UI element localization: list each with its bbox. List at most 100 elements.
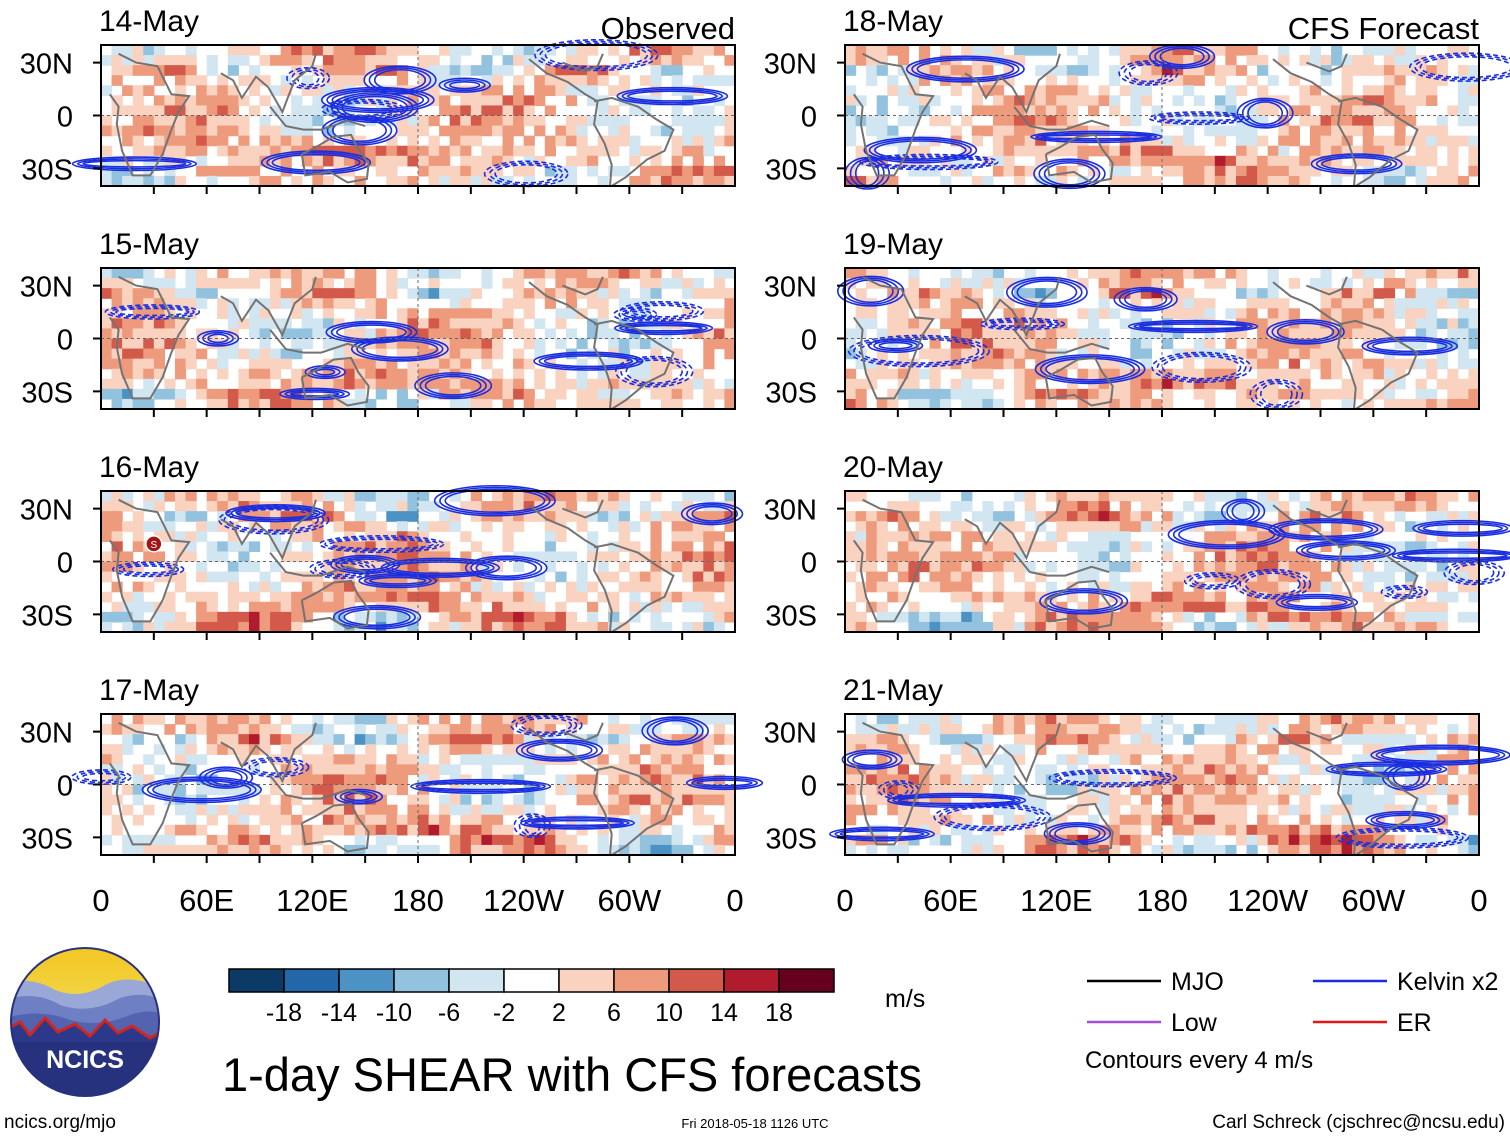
shear-cell	[1162, 328, 1174, 340]
shear-cell	[1457, 541, 1470, 553]
shear-cell	[1278, 338, 1290, 350]
shear-cell	[1405, 338, 1417, 350]
shear-cell	[1331, 45, 1343, 56]
shear-cell	[961, 611, 973, 623]
shear-cell	[597, 278, 609, 289]
kelvin-contour	[1453, 563, 1495, 582]
shear-cell	[502, 754, 514, 765]
shear-cell	[1014, 561, 1026, 573]
shear-cell	[982, 278, 994, 289]
shear-cell	[855, 511, 867, 522]
shear-cell	[132, 764, 144, 776]
shear-cell	[618, 561, 630, 573]
shear-cell	[196, 511, 208, 522]
shear-cell	[502, 824, 514, 836]
y-tick-label: 0	[57, 102, 73, 134]
shear-cell	[1426, 601, 1438, 613]
shear-cell	[1214, 368, 1226, 380]
shear-cell	[333, 581, 345, 593]
shear-cell	[365, 774, 377, 786]
shear-cell	[428, 824, 440, 836]
shear-cell	[724, 561, 736, 573]
shear-cell	[502, 744, 514, 755]
shear-cell	[1193, 724, 1205, 735]
shear-cell	[481, 581, 493, 593]
shear-cell	[1352, 125, 1364, 137]
shear-cell	[544, 388, 556, 400]
shear-cell	[312, 328, 324, 340]
shear-cell	[1088, 581, 1100, 593]
shear-cell	[1119, 581, 1131, 593]
shear-cell	[1299, 368, 1311, 380]
shear-cell	[460, 165, 472, 177]
shear-cell	[122, 724, 134, 735]
shear-cell	[270, 288, 282, 299]
shear-cell	[143, 268, 155, 279]
shear-cell	[396, 75, 409, 86]
shear-cell	[565, 844, 578, 856]
shear-cell	[1426, 611, 1438, 623]
shear-cell	[322, 764, 335, 776]
shear-cell	[153, 75, 165, 86]
shear-cell	[671, 145, 683, 157]
shear-cell	[132, 844, 144, 856]
shear-cell	[1320, 491, 1332, 502]
shear-cell	[344, 55, 356, 66]
shear-cell	[1415, 308, 1427, 319]
shear-cell	[940, 348, 952, 360]
shear-cell	[248, 268, 261, 279]
kelvin-contour	[228, 508, 319, 532]
shear-cell	[1426, 358, 1438, 370]
shear-cell	[280, 348, 292, 360]
shear-cell	[534, 601, 546, 613]
shear-cell	[950, 348, 962, 360]
shear-cell	[1331, 561, 1343, 573]
shear-cell	[713, 328, 726, 340]
shear-cell	[887, 531, 899, 542]
shear-cell	[1003, 754, 1015, 765]
shear-cell	[1468, 308, 1480, 319]
shear-cell	[639, 75, 652, 86]
shear-cell	[396, 175, 409, 187]
coastline	[269, 329, 366, 354]
shear-cell	[470, 65, 482, 76]
shear-cell	[1151, 724, 1163, 735]
shear-cell	[1130, 561, 1142, 573]
shear-cell	[724, 611, 736, 623]
shear-cell	[629, 794, 641, 806]
shear-cell	[153, 551, 165, 563]
shear-cell	[1383, 145, 1396, 157]
shear-cell	[866, 794, 878, 806]
shear-cell	[661, 45, 673, 56]
shear-cell	[608, 115, 620, 127]
shear-cell	[661, 734, 673, 745]
shear-cell	[1045, 581, 1057, 593]
kelvin-contour	[1183, 572, 1241, 590]
shear-cell	[449, 55, 461, 66]
shear-cell	[1119, 278, 1131, 289]
shear-cell	[354, 501, 366, 512]
kelvin-contour	[538, 353, 639, 370]
shear-cell	[122, 135, 134, 147]
shear-cell	[682, 388, 694, 400]
shear-cell	[650, 338, 662, 350]
shear-cell	[396, 774, 409, 786]
kelvin-contour	[439, 486, 551, 515]
shear-cell	[248, 621, 261, 633]
shear-cell	[174, 368, 187, 380]
shear-cell	[576, 308, 588, 319]
shear-cell	[164, 491, 176, 502]
shear-cell	[855, 45, 867, 56]
shear-cell	[270, 804, 282, 816]
shear-cell	[1394, 55, 1406, 66]
shear-cell	[866, 155, 878, 167]
shear-cell	[248, 581, 261, 593]
shear-cell	[291, 734, 303, 745]
shear-cell	[950, 511, 962, 522]
shear-cell	[143, 308, 155, 319]
shear-cell	[196, 591, 208, 603]
shear-cell	[132, 591, 144, 603]
shear-cell	[1288, 551, 1300, 563]
shear-cell	[153, 744, 165, 755]
shear-cell	[1299, 145, 1311, 157]
